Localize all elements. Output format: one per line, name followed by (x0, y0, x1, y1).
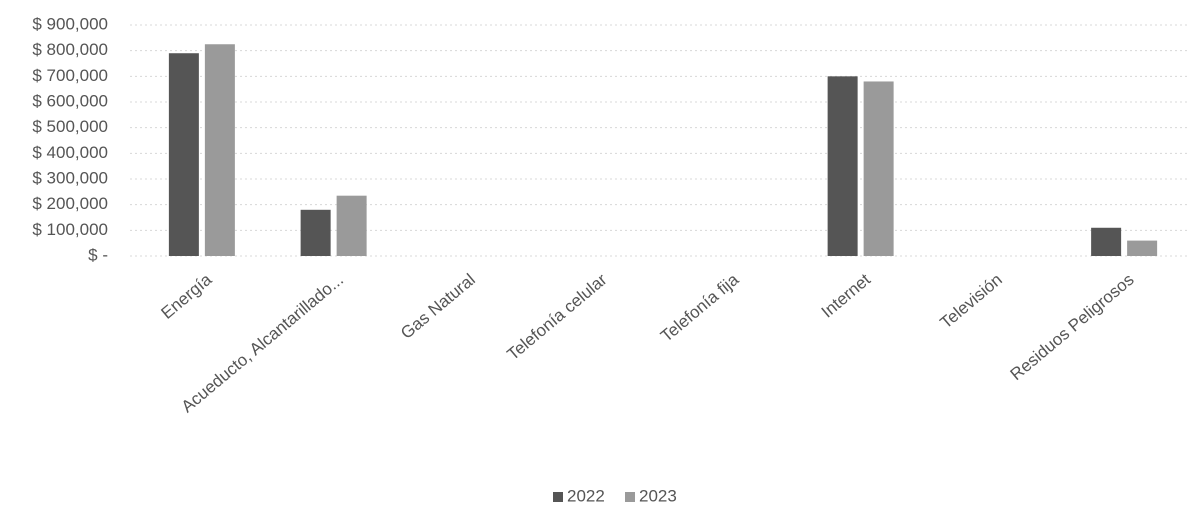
x-tick-label: Televisión (936, 270, 1005, 333)
y-tick-label: $ 700,000 (32, 66, 108, 85)
x-tick-label: Energía (158, 270, 216, 323)
y-tick-label: $ 100,000 (32, 220, 108, 239)
bar (168, 53, 199, 256)
y-tick-label: $ 800,000 (32, 40, 108, 59)
y-tick-label: $ 900,000 (32, 14, 108, 33)
bar (863, 81, 894, 256)
y-tick-label: $ 600,000 (32, 91, 108, 110)
legend-label: 2023 (639, 486, 677, 505)
legend-swatch (553, 492, 563, 502)
bar (336, 195, 367, 256)
y-tick-label: $ - (88, 245, 108, 264)
y-tick-label: $ 400,000 (32, 143, 108, 162)
bar (1127, 240, 1158, 256)
x-tick-label: Residuos Peligrosos (1007, 270, 1138, 384)
y-tick-label: $ 300,000 (32, 168, 108, 187)
x-tick-label: Gas Natural (397, 270, 479, 343)
x-tick-label: Telefonía celular (504, 270, 611, 364)
legend-label: 2022 (567, 486, 605, 505)
bar (1091, 227, 1122, 256)
x-tick-label: Telefonía fija (657, 270, 743, 346)
bar (204, 44, 235, 256)
y-tick-label: $ 200,000 (32, 194, 108, 213)
bar (300, 209, 331, 256)
y-tick-label: $ 500,000 (32, 117, 108, 136)
bar (827, 76, 858, 256)
legend-swatch (625, 492, 635, 502)
x-tick-label: Internet (818, 270, 875, 322)
